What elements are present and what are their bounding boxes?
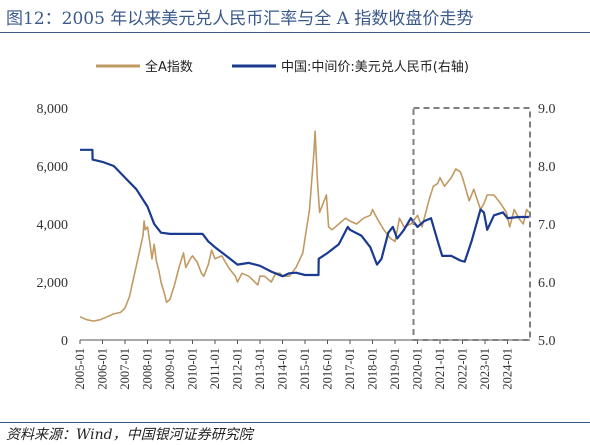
y-right-tick-label: 9.0	[538, 102, 556, 117]
y-left-tick-label: 2,000	[37, 276, 69, 291]
legend-label-a: 全A指数	[145, 59, 193, 75]
series-line-b	[80, 148, 529, 278]
x-tick-label: 2021-01	[433, 348, 447, 390]
y-right-tick-label: 8.0	[538, 160, 556, 175]
x-tick-label: 2019-01	[388, 348, 402, 390]
x-tick-label: 2024-01	[501, 348, 515, 390]
x-tick-label: 2008-01	[141, 348, 155, 390]
highlight-box	[412, 107, 531, 341]
y-right-tick-label: 7.0	[538, 218, 556, 233]
footer-rule	[0, 422, 590, 423]
x-tick-label: 2017-01	[343, 348, 357, 390]
x-tick-label: 2010-01	[186, 348, 200, 390]
y-left-tick-label: 8,000	[37, 102, 69, 117]
x-tick-label: 2018-01	[366, 348, 380, 390]
x-tick-label: 2014-01	[276, 348, 290, 390]
y-right-tick-label: 6.0	[538, 276, 556, 291]
x-tick-label: 2023-01	[478, 348, 492, 390]
title-underline	[0, 32, 590, 33]
x-tick-label: 2013-01	[253, 348, 267, 390]
y-left-tick-label: 4,000	[37, 218, 69, 233]
x-tick-label: 2009-01	[163, 348, 177, 390]
x-tick-label: 2012-01	[231, 348, 245, 390]
legend-label-b: 中国:中间价:美元兑人民币(右轴)	[281, 60, 469, 75]
x-tick-label: 2007-01	[118, 348, 132, 390]
y-left-tick-label: 6,000	[37, 160, 69, 175]
x-tick-label: 2005-01	[73, 348, 87, 390]
legend: 全A指数 中国:中间价:美元兑人民币(右轴)	[96, 59, 469, 75]
y-right-tick-label: 5.0	[538, 334, 556, 349]
chart-title: 图12：2005 年以来美元兑人民币汇率与全 A 指数收盘价走势	[6, 9, 474, 29]
plot-area	[79, 130, 530, 322]
y-left-tick-label: 0	[61, 334, 68, 349]
annotations	[412, 107, 531, 341]
x-tick-label: 2011-01	[208, 348, 222, 389]
series-line-a	[79, 130, 530, 322]
x-tick-label: 2022-01	[456, 348, 470, 390]
axes: 0 2,000 4,000 6,000 8,000 5.0 6.0 7.0 8.0 9.0 2005…	[37, 102, 556, 390]
source-note: 资料来源：Wind，中国银河证券研究院	[6, 427, 253, 443]
x-tick-label: 2016-01	[321, 348, 335, 390]
x-tick-label: 2006-01	[96, 348, 110, 390]
x-tick-label: 2020-01	[411, 348, 425, 390]
x-tick-label: 2015-01	[298, 348, 312, 390]
